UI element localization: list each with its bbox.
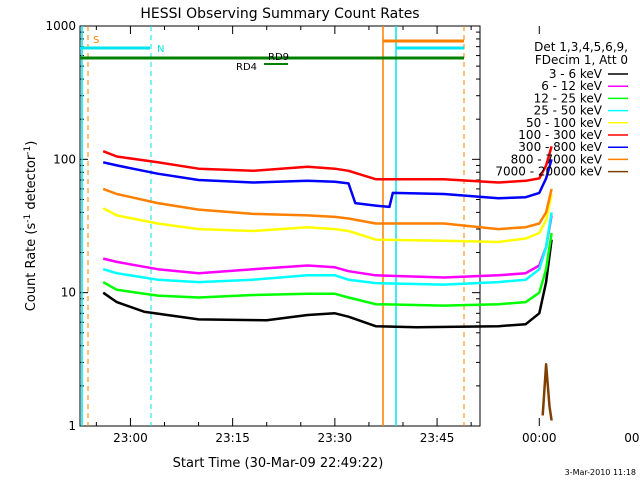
y-label-sup1: -1	[23, 214, 33, 223]
x-tick-label: 23:45	[420, 431, 455, 445]
y-label-end: )	[24, 141, 39, 146]
legend-label: 300 - 800 keV	[518, 140, 602, 154]
x-axis-label: Start Time (30-Mar-09 22:49:22)	[173, 456, 384, 471]
legend-label: 25 - 50 keV	[534, 104, 603, 118]
legend-header-2: FDecim 1, Att 0	[535, 53, 628, 67]
series-line	[102, 146, 553, 184]
x-tick-label: 23:15	[215, 431, 250, 445]
chart-title: HESSI Observing Summary Count Rates	[140, 6, 419, 22]
legend: Det 1,3,4,5,6,9, FDecim 1, Att 0 3 - 6 k…	[495, 40, 628, 179]
legend-label: 100 - 300 keV	[518, 128, 602, 142]
legend-header-1: Det 1,3,4,5,6,9,	[534, 40, 628, 54]
y-axis-label: Count Rate (s-1 detector-1)	[23, 141, 39, 312]
y-tick-label: 100	[53, 152, 76, 166]
x-tick-label: 00:00	[522, 431, 557, 445]
x-axis-ticks: 23:00 23:15 23:30 23:45 00:00 00:15	[95, 26, 640, 445]
y-label-mid: detector	[24, 154, 39, 214]
series-group	[102, 146, 553, 421]
saa-label: S	[93, 35, 99, 46]
series-line	[102, 215, 553, 279]
annotations: S N RD9 RD4	[80, 26, 465, 426]
y-axis-ticks: 1 10 100 1000	[45, 19, 480, 433]
x-tick-label: 23:00	[113, 431, 148, 445]
series-line	[541, 363, 553, 421]
y-tick-label: 1000	[45, 19, 76, 33]
series-line	[102, 232, 553, 307]
series-line	[102, 158, 553, 209]
x-tick-label: 00:15	[624, 431, 640, 445]
rd4-label: RD4	[236, 62, 257, 73]
y-label-sup2: -1	[23, 146, 33, 155]
series-line	[102, 193, 553, 244]
legend-label: 50 - 100 keV	[526, 116, 603, 130]
plot-frame	[79, 25, 481, 427]
y-tick-label: 1	[68, 419, 76, 433]
series-line	[102, 239, 553, 329]
night-label: N	[157, 44, 164, 55]
legend-label: 6 - 12 keV	[541, 79, 603, 93]
x-tick-label: 23:30	[318, 431, 353, 445]
legend-label: 7000 - 20000 keV	[495, 165, 602, 179]
legend-label: 3 - 6 keV	[549, 67, 603, 81]
series-line	[102, 187, 553, 231]
timestamp: 3-Mar-2010 11:18	[565, 468, 636, 477]
legend-label: 800 - 7000 keV	[511, 152, 603, 166]
legend-label: 12 - 25 keV	[534, 91, 603, 105]
y-label-main: Count Rate (s	[24, 223, 39, 312]
y-tick-label: 10	[61, 286, 76, 300]
rd9-label: RD9	[268, 52, 289, 63]
series-line	[102, 212, 553, 286]
